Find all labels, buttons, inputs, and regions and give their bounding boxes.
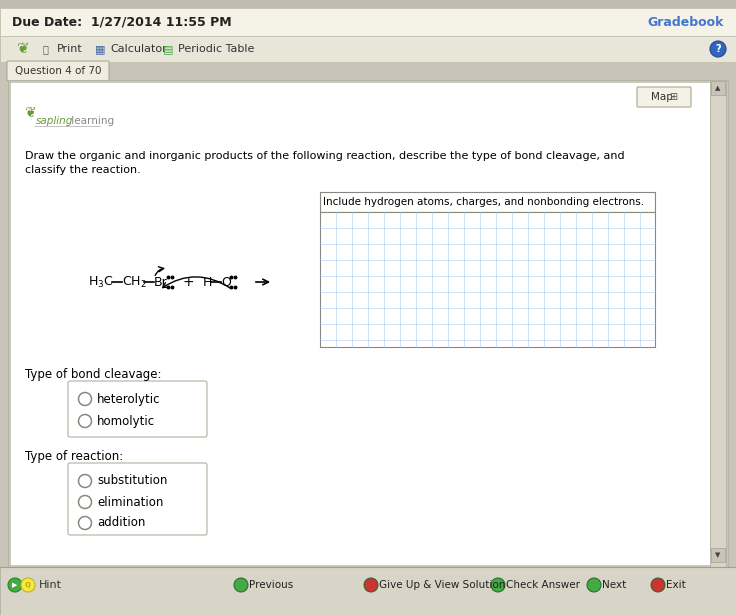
Circle shape [79,517,91,530]
Text: ⊞: ⊞ [669,92,677,102]
Text: addition: addition [97,517,146,530]
Bar [320,192,655,212]
Circle shape [234,578,248,592]
Bar [0,0,736,8]
Bar [10,82,710,565]
Text: learning: learning [68,116,114,126]
Bar [0,8,736,36]
Bar [320,212,655,347]
Text: Next: Next [602,580,626,590]
Circle shape [79,475,91,488]
Circle shape [364,578,378,592]
Text: H$_3$C: H$_3$C [88,274,113,290]
Text: CH$_2$: CH$_2$ [122,274,147,290]
Text: heterolytic: heterolytic [97,392,160,405]
Text: ▦: ▦ [95,44,105,54]
FancyBboxPatch shape [68,463,207,535]
Text: ▶: ▶ [13,582,18,588]
Text: Exit: Exit [666,580,686,590]
Circle shape [710,41,726,57]
Text: Hint: Hint [39,580,62,590]
Bar [0,36,736,62]
Text: ❦: ❦ [15,41,29,57]
Text: Periodic Table: Periodic Table [178,44,255,54]
Text: +: + [183,275,194,289]
Text: ▤: ▤ [163,44,173,54]
FancyBboxPatch shape [68,381,207,437]
Text: O: O [221,276,231,288]
Text: substitution: substitution [97,475,167,488]
Bar [711,81,725,95]
Circle shape [21,578,35,592]
Text: Gradebook: Gradebook [648,15,724,28]
Text: sapling: sapling [36,116,74,126]
Text: homolytic: homolytic [97,415,155,427]
Text: Previous: Previous [249,580,293,590]
Text: classify the reaction.: classify the reaction. [25,165,141,175]
Circle shape [79,496,91,509]
Text: 🖨: 🖨 [42,44,48,54]
Text: Type of reaction:: Type of reaction: [25,450,123,463]
Bar [8,80,728,567]
Text: Calculator: Calculator [110,44,167,54]
Text: H: H [203,276,213,288]
Text: Draw the organic and inorganic products of the following reaction, describe the : Draw the organic and inorganic products … [25,151,625,161]
Text: elimination: elimination [97,496,163,509]
Text: ❦: ❦ [24,105,36,119]
FancyBboxPatch shape [637,87,691,107]
Circle shape [651,578,665,592]
Text: Question 4 of 70: Question 4 of 70 [15,66,102,76]
Circle shape [587,578,601,592]
Text: Br: Br [154,276,168,288]
FancyArrowPatch shape [155,267,163,276]
Text: Check Answer: Check Answer [506,580,580,590]
Text: Due Date:  1/27/2014 11:55 PM: Due Date: 1/27/2014 11:55 PM [12,15,232,28]
Text: Type of bond cleavage:: Type of bond cleavage: [25,368,161,381]
Circle shape [79,392,91,405]
Text: Include hydrogen atoms, charges, and nonbonding electrons.: Include hydrogen atoms, charges, and non… [323,197,644,207]
Text: Print: Print [57,44,82,54]
Text: Give Up & View Solution: Give Up & View Solution [379,580,506,590]
Text: Q: Q [25,582,31,588]
Circle shape [79,415,91,427]
Circle shape [8,578,22,592]
Text: ▲: ▲ [715,85,721,91]
Text: Map: Map [651,92,673,102]
Text: ▼: ▼ [715,552,721,558]
Text: ?: ? [715,44,721,54]
FancyArrowPatch shape [163,277,230,288]
Bar [0,567,736,615]
Bar [711,548,725,562]
Bar [710,80,726,567]
FancyBboxPatch shape [7,61,109,81]
Circle shape [491,578,505,592]
